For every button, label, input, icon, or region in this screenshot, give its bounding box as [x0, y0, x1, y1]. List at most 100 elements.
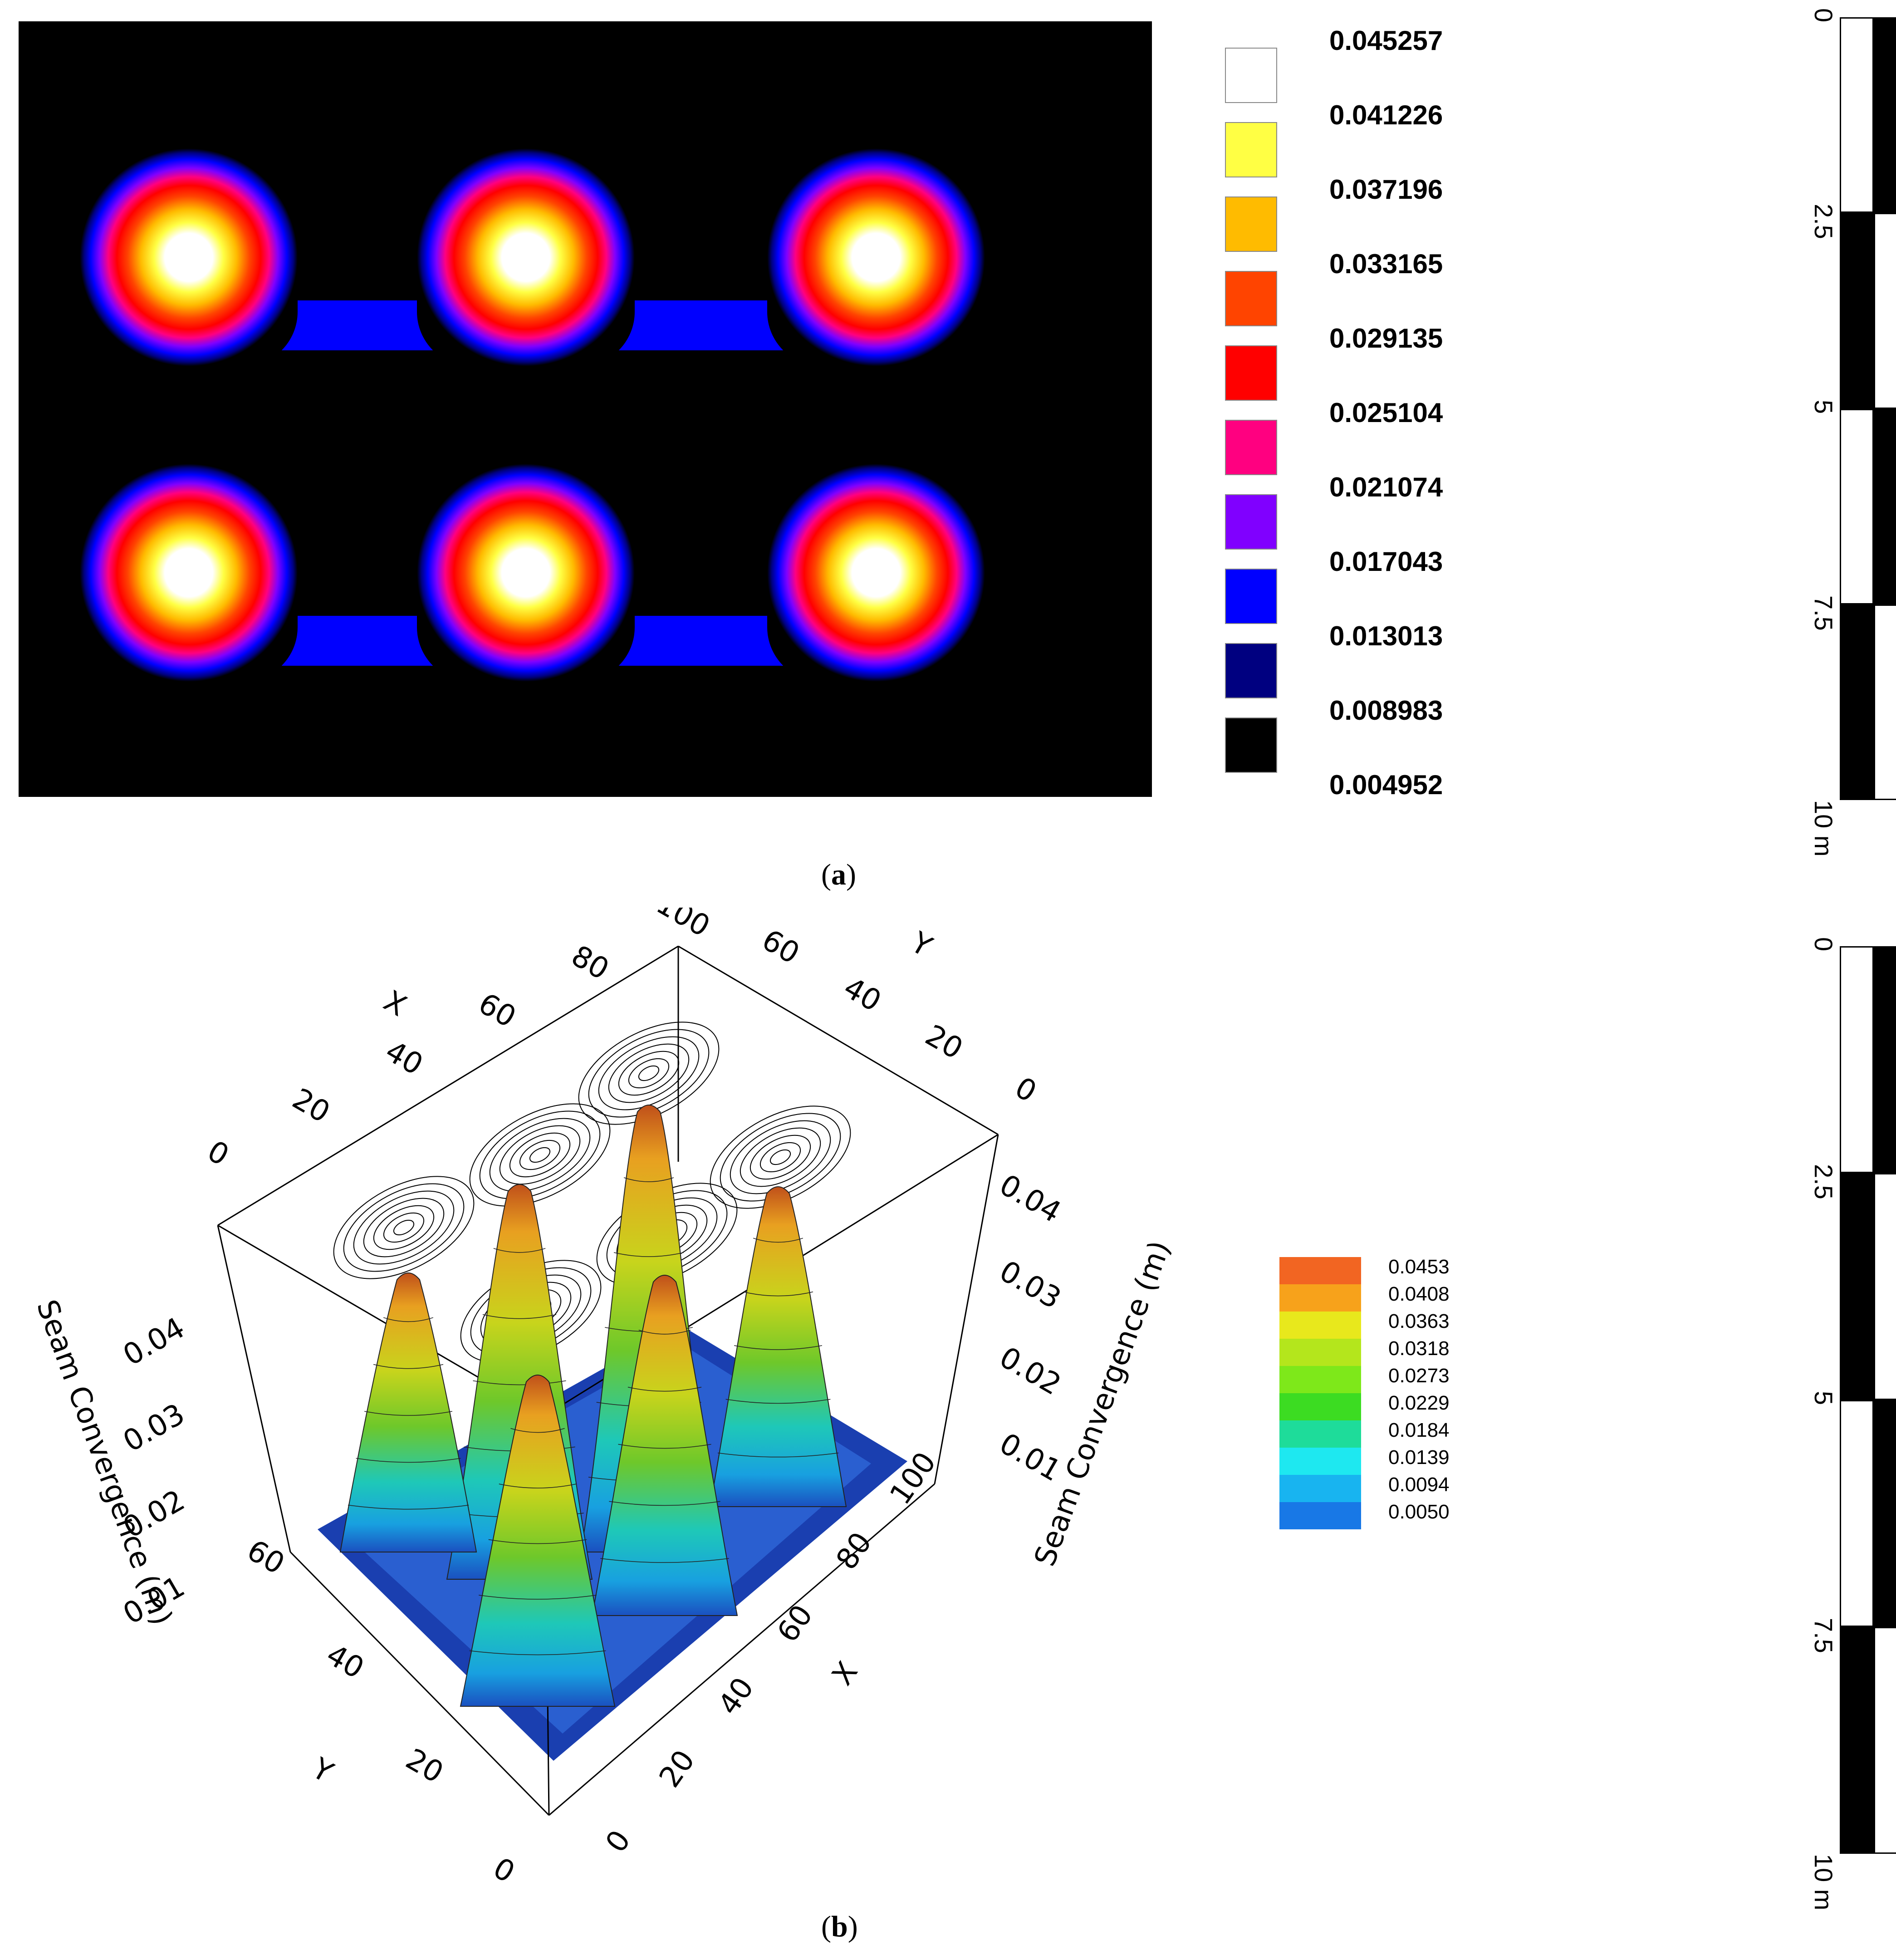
y-axis-label-bottom: Y	[306, 1751, 339, 1790]
x-axis-label-bottom: X	[826, 1656, 865, 1691]
legend-b-swatch	[1279, 1312, 1361, 1339]
legend-a-label: 0.013013	[1329, 621, 1443, 651]
legend-b-swatch	[1279, 1502, 1361, 1529]
mesh-line	[743, 1291, 813, 1297]
contour-ring	[519, 1140, 561, 1170]
contour-ring	[730, 1120, 831, 1194]
contour-ring	[509, 1132, 571, 1178]
scale-tick-label: 7.5	[1809, 1618, 1838, 1653]
legend-a-label: 0.041226	[1329, 100, 1443, 130]
contour-ring	[638, 1065, 660, 1081]
scale-segment	[1874, 408, 1896, 604]
legend-a-swatch	[1225, 196, 1277, 252]
z-tick-label: 0.03	[118, 1397, 190, 1459]
legend-a-swatch	[1225, 717, 1277, 773]
contour-ring	[710, 1105, 851, 1209]
z-tick-label: 0.02	[994, 1341, 1066, 1402]
mesh-line	[618, 1444, 711, 1449]
mesh-line	[734, 1345, 822, 1350]
contour-ring	[628, 1058, 670, 1089]
scale-tick-label: 0	[1809, 937, 1838, 952]
legend-b-label: 0.0139	[1388, 1446, 1450, 1469]
mesh-line	[623, 1177, 674, 1182]
legend-a-swatch	[1225, 643, 1277, 698]
contour-ring	[769, 1149, 791, 1165]
mesh-line	[499, 1484, 577, 1488]
legend-b-label: 0.0184	[1388, 1419, 1450, 1441]
legend-b-swatch	[1279, 1475, 1361, 1502]
convergence-heatmap	[19, 21, 1152, 797]
scale-segment	[1840, 946, 1874, 1173]
y-tick-label-bottom: 40	[321, 1638, 370, 1685]
legend-b-swatch	[1279, 1257, 1361, 1284]
heatmap-peak	[767, 464, 985, 682]
contour-ring	[608, 1043, 690, 1103]
legend-a-label: 0.017043	[1329, 546, 1443, 577]
surface-peak	[339, 1272, 477, 1552]
x-tick-label-bottom: 20	[653, 1744, 701, 1793]
legend-b-label: 0.0273	[1388, 1365, 1450, 1387]
contour-ring	[750, 1135, 811, 1180]
legend-b-label: 0.0050	[1388, 1501, 1450, 1523]
scale-tick-label: 7.5	[1809, 595, 1838, 631]
y-axis-label: Y	[905, 925, 938, 964]
legend-b-swatch	[1279, 1339, 1361, 1366]
legend-b-swatch	[1279, 1366, 1361, 1393]
scale-tick-label: 10 m	[1809, 1854, 1838, 1911]
contour-ring	[353, 1190, 455, 1265]
mesh-line	[482, 1314, 557, 1319]
heatmap-connector	[273, 616, 445, 666]
heatmap-peak	[767, 148, 985, 366]
contour-ring	[598, 1036, 700, 1110]
mesh-line	[348, 1504, 469, 1510]
z-tick-label: 0.04	[118, 1311, 190, 1372]
contour-ring	[578, 1022, 720, 1125]
x-tick-label: 80	[566, 939, 615, 987]
x-tick-label: 0	[201, 1135, 234, 1173]
legend-a-swatch	[1225, 271, 1277, 326]
legend-panel-b: 0.0453 0.0408 0.0363 0.0318 0.0273 0.0229 0.01…	[1279, 1257, 1470, 1529]
y-tick-label: 40	[838, 971, 887, 1018]
scale-segment	[1840, 1400, 1874, 1627]
mesh-line	[493, 1248, 546, 1253]
contour-ring	[489, 1118, 591, 1192]
mesh-line	[479, 1595, 597, 1600]
contour-ring	[383, 1212, 425, 1243]
scale-tick-label: 0	[1809, 8, 1838, 23]
contour-ring	[499, 1125, 581, 1185]
y-tick-label: 0	[1009, 1071, 1042, 1109]
legend-a-label: 0.004952	[1329, 770, 1443, 800]
y-tick-label: 60	[756, 923, 805, 971]
mesh-line	[383, 1317, 434, 1322]
scale-tick-label: 2.5	[1809, 204, 1838, 240]
x-tick-label-bottom: 60	[771, 1599, 819, 1648]
contour-ring	[720, 1113, 841, 1202]
legend-b-label: 0.0318	[1388, 1337, 1450, 1360]
mesh-line	[364, 1411, 452, 1416]
contour-ring	[469, 1103, 611, 1207]
surface-peak	[591, 1275, 738, 1616]
legend-b-swatch	[1279, 1448, 1361, 1475]
scale-segment	[1840, 604, 1874, 800]
legend-b-swatch	[1279, 1420, 1361, 1448]
heatmap-peak	[417, 464, 635, 682]
contour-ring	[479, 1110, 601, 1199]
legend-a-swatch	[1225, 420, 1277, 475]
legend-b-swatch	[1279, 1393, 1361, 1420]
z-tick-label: 0.01	[994, 1427, 1066, 1488]
y-tick-label-bottom: 20	[400, 1742, 449, 1790]
x-tick-label: 60	[473, 987, 522, 1034]
legend-a-label: 0.037196	[1329, 174, 1443, 205]
mesh-line	[609, 1501, 720, 1506]
mesh-line	[600, 1558, 729, 1563]
legend-a-label: 0.033165	[1329, 249, 1443, 279]
mesh-line	[373, 1364, 444, 1369]
contour-ring	[343, 1183, 465, 1272]
y-tick-label-bottom: 60	[241, 1533, 290, 1581]
axis-box-edge	[289, 1551, 550, 1816]
mesh-line	[717, 1452, 839, 1458]
heatmap-peak	[80, 464, 298, 682]
x-tick-label: 40	[380, 1034, 429, 1082]
caption-b: (b)	[821, 1910, 858, 1943]
legend-b-swatch	[1279, 1284, 1361, 1312]
